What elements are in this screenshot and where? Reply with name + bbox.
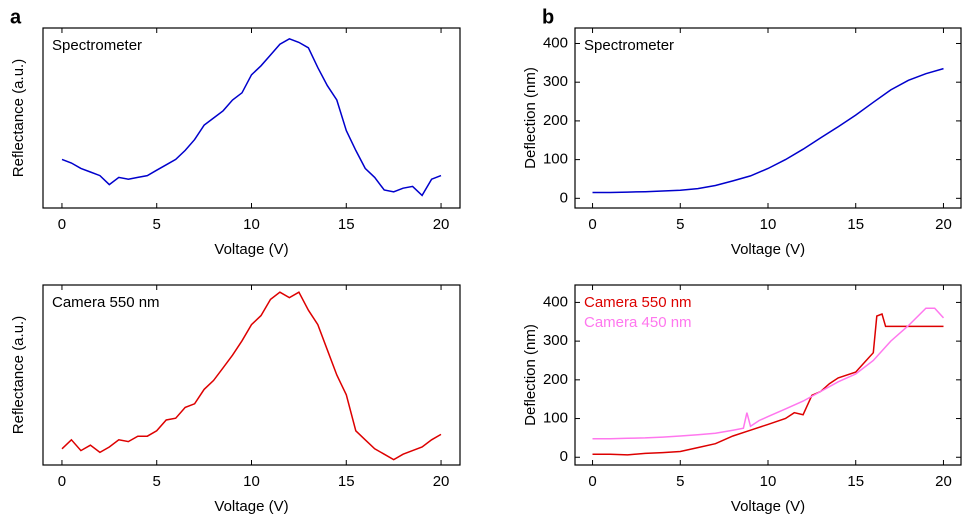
legend-entry: Spectrometer — [584, 37, 674, 54]
data-line — [61, 37, 442, 197]
y-tick-label: 0 — [560, 189, 568, 206]
x-tick-label: 10 — [760, 216, 777, 233]
y-tick-label: 200 — [543, 371, 568, 388]
axes-frame — [42, 284, 461, 466]
x-tick-label: 0 — [588, 216, 596, 233]
x-tick-label: 15 — [338, 216, 355, 233]
legend-entry: Camera 550 nm — [584, 294, 692, 311]
panel-label: b — [542, 6, 554, 28]
x-tick-label: 0 — [58, 216, 66, 233]
x-tick-label: 20 — [935, 473, 952, 490]
data-line — [61, 291, 442, 461]
y-tick-label: 100 — [543, 151, 568, 168]
x-tick-label: 0 — [588, 473, 596, 490]
x-tick-label: 10 — [243, 216, 260, 233]
legend-entry: Spectrometer — [52, 37, 142, 54]
y-tick-label: 0 — [560, 448, 568, 465]
x-axis-label: Voltage (V) — [214, 498, 288, 515]
y-tick-label: 400 — [543, 293, 568, 310]
x-tick-label: 5 — [676, 473, 684, 490]
y-axis-label: Deflection (nm) — [522, 67, 539, 169]
legend-entry: Camera 450 nm — [584, 314, 692, 331]
x-axis-label: Voltage (V) — [731, 241, 805, 258]
y-tick-label: 100 — [543, 410, 568, 427]
x-tick-label: 10 — [243, 473, 260, 490]
y-axis-label: Reflectance (a.u.) — [10, 316, 27, 434]
data-line — [592, 313, 944, 456]
y-axis-label: Deflection (nm) — [522, 324, 539, 426]
data-line — [592, 307, 945, 440]
y-tick-label: 300 — [543, 332, 568, 349]
subplot: a 0 5 10 15 20 Voltage (V) Reflectance (a.u.) Sp… — [10, 6, 461, 258]
x-axis-label: Voltage (V) — [214, 241, 288, 258]
x-tick-label: 10 — [760, 473, 777, 490]
x-tick-label: 20 — [433, 473, 450, 490]
x-tick-label: 0 — [58, 473, 66, 490]
x-tick-label: 5 — [153, 473, 161, 490]
x-tick-label: 5 — [153, 216, 161, 233]
data-line — [592, 67, 944, 194]
y-axis-label: Reflectance (a.u.) — [10, 59, 27, 177]
subplot: 0 5 10 15 20 Voltage (V) Reflectance (a.u.) Cam… — [10, 284, 461, 515]
x-tick-label: 15 — [847, 216, 864, 233]
x-tick-label: 20 — [433, 216, 450, 233]
x-tick-label: 15 — [338, 473, 355, 490]
panel-label: a — [10, 6, 22, 28]
x-tick-label: 20 — [935, 216, 952, 233]
y-tick-label: 300 — [543, 73, 568, 90]
y-tick-label: 200 — [543, 112, 568, 129]
axes-frame — [574, 27, 962, 209]
x-axis-label: Voltage (V) — [731, 498, 805, 515]
x-tick-label: 15 — [847, 473, 864, 490]
legend-entry: Camera 550 nm — [52, 294, 160, 311]
y-tick-label: 400 — [543, 34, 568, 51]
x-tick-label: 5 — [676, 216, 684, 233]
